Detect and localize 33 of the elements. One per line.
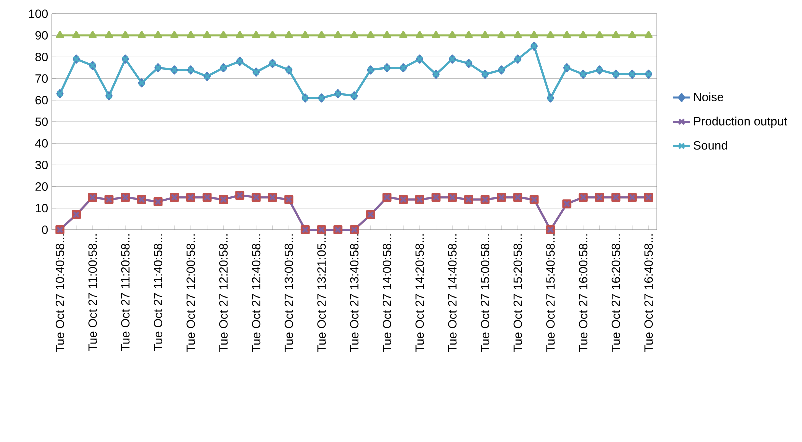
y-tick-label: 0 [42, 226, 48, 234]
y-tick-label: 80 [36, 52, 48, 62]
x-tick-label: Tue Oct 27 13:21:05... [318, 234, 326, 352]
x-tick-label: Tue Oct 27 16:20:58... [612, 234, 620, 352]
x-tick-label: Tue Oct 27 12:20:58... [219, 234, 228, 352]
x-tick-label: Tue Oct 27 15:40:58... [546, 234, 555, 352]
x-tick-label: Tue Oct 27 13:00:58... [284, 234, 294, 352]
x-tick-label: Tue Oct 27 11:00:58... [88, 234, 98, 352]
x-tick-label: Tue Oct 27 13:40:58... [350, 234, 359, 352]
legend-label: Sound [694, 141, 728, 150]
y-tick-label: 60 [36, 96, 48, 105]
y-tick-label: 100 [29, 10, 48, 18]
y-tick-label: 40 [35, 139, 48, 148]
x-tick-label: Tue Oct 27 11:40:58... [154, 234, 163, 352]
y-tick-label: 10 [36, 204, 48, 213]
legend-label: Noise [694, 92, 724, 102]
x-tick-label: Tue Oct 27 12:40:58... [252, 234, 261, 352]
x-tick-label: Tue Oct 27 12:00:58... [186, 234, 196, 352]
y-tick-label: 90 [36, 31, 48, 40]
x-tick-label: Tue Oct 27 14:40:58... [448, 234, 457, 352]
x-tick-label: Tue Oct 27 10:40:58... [56, 234, 64, 352]
x-tick-label: Tue Oct 27 16:00:58... [579, 234, 588, 352]
y-tick-label: 30 [36, 160, 48, 170]
x-tick-label: Tue Oct 27 15:20:58... [514, 234, 522, 352]
x-tick-label: Tue Oct 27 16:40:58... [644, 234, 654, 352]
x-tick-label: Tue Oct 27 15:00:58... [481, 234, 490, 352]
x-tick-label: Tue Oct 27 11:20:58... [121, 234, 130, 352]
x-tick-label: Tue Oct 27 14:00:58... [382, 234, 392, 352]
y-tick-label: 20 [36, 182, 48, 192]
y-tick-label: 50 [36, 118, 48, 126]
x-tick-label: Tue Oct 27 14:20:58... [416, 234, 424, 352]
legend-label: Production output [694, 116, 788, 128]
y-tick-label: 70 [36, 74, 48, 84]
